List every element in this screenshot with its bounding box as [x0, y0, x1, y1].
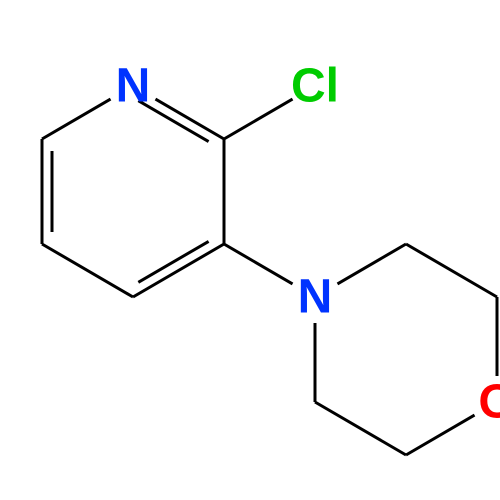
bond — [155, 99, 224, 139]
atom-label-cl: Cl — [291, 60, 339, 113]
bond — [224, 244, 293, 284]
bond — [224, 99, 293, 139]
atom-label-n: N — [298, 271, 333, 324]
atom-label-n: N — [116, 60, 151, 113]
atom-label-o: O — [478, 376, 500, 429]
bond — [138, 241, 208, 282]
bond — [133, 244, 224, 297]
bond — [42, 99, 111, 139]
bond — [337, 244, 406, 284]
molecule-diagram: N Cl N O — [0, 0, 500, 500]
bond — [406, 244, 497, 297]
bond — [315, 402, 406, 455]
bond — [42, 244, 133, 297]
bond — [406, 415, 475, 455]
